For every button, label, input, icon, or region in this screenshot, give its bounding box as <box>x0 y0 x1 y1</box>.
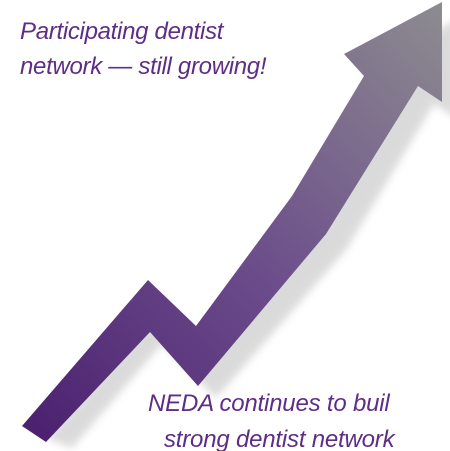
footer-text: NEDA continues to buil strong dentist ne… <box>148 386 395 451</box>
footer-line-1: NEDA continues to buil <box>148 390 390 417</box>
arrow-body <box>22 2 442 442</box>
headline: Participating dentist network — still gr… <box>20 14 350 84</box>
headline-line-2: network — still growing! <box>20 53 267 80</box>
footer-line-2: strong dentist network <box>164 426 395 451</box>
arrow-shadow <box>46 23 450 448</box>
headline-line-1: Participating dentist <box>20 18 224 45</box>
